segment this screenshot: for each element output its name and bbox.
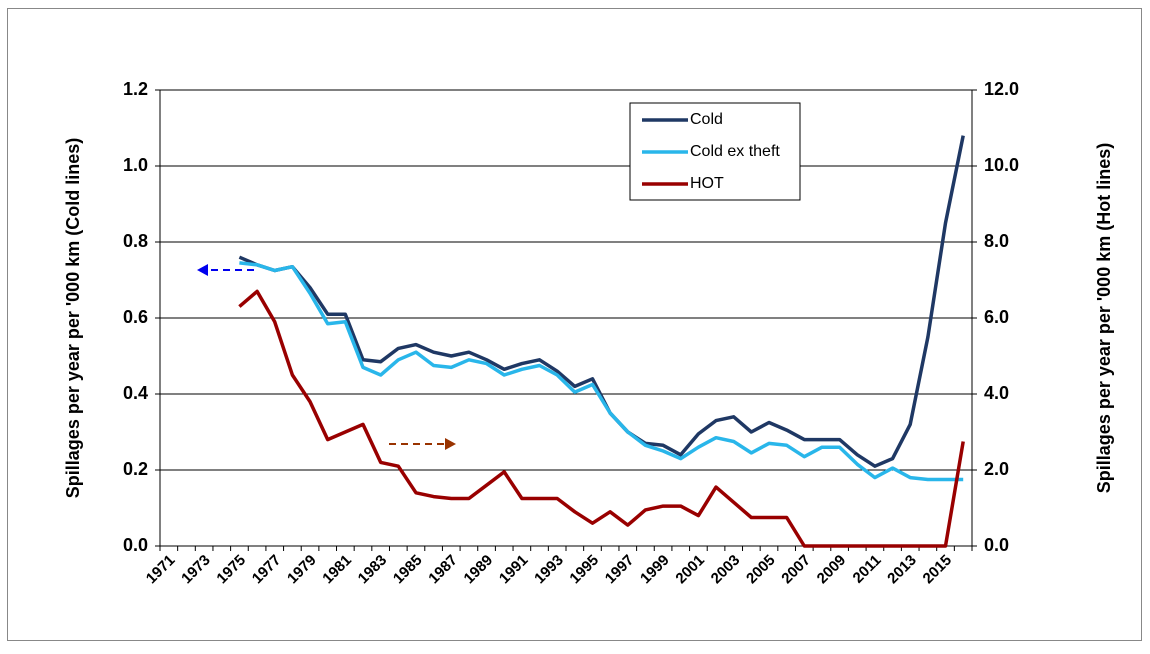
y-tick-label: 0.0 <box>123 535 148 555</box>
chart-frame <box>7 8 1142 641</box>
legend-label: Cold <box>690 111 723 128</box>
y2-tick-label: 0.0 <box>984 535 1009 555</box>
series-line <box>239 261 964 482</box>
y-tick-label: 0.4 <box>123 383 148 403</box>
y-tick-label: 0.6 <box>123 307 148 327</box>
y2-tick-label: 10.0 <box>984 155 1019 175</box>
y-tick-label: 1.2 <box>123 79 148 99</box>
y-tick-label: 1.0 <box>123 155 148 175</box>
y2-tick-label: 12.0 <box>984 79 1019 99</box>
legend-label: HOT <box>690 175 724 192</box>
y2-tick-label: 6.0 <box>984 307 1009 327</box>
y-axis-title: Spillages per year per '000 km (Cold lin… <box>63 138 83 498</box>
series-line <box>238 289 965 548</box>
y2-tick-label: 4.0 <box>984 383 1009 403</box>
left-arrow-head <box>197 264 208 276</box>
y2-tick-label: 8.0 <box>984 231 1009 251</box>
right-arrow-head <box>445 438 456 450</box>
y-tick-label: 0.8 <box>123 231 148 251</box>
y-tick-label: 0.2 <box>123 459 148 479</box>
y2-axis-title: Spillages per year per '000 km (Hot line… <box>1094 143 1114 493</box>
direction-arrows <box>197 264 456 450</box>
legend-label: Cold ex theft <box>690 143 780 160</box>
y2-tick-label: 2.0 <box>984 459 1009 479</box>
